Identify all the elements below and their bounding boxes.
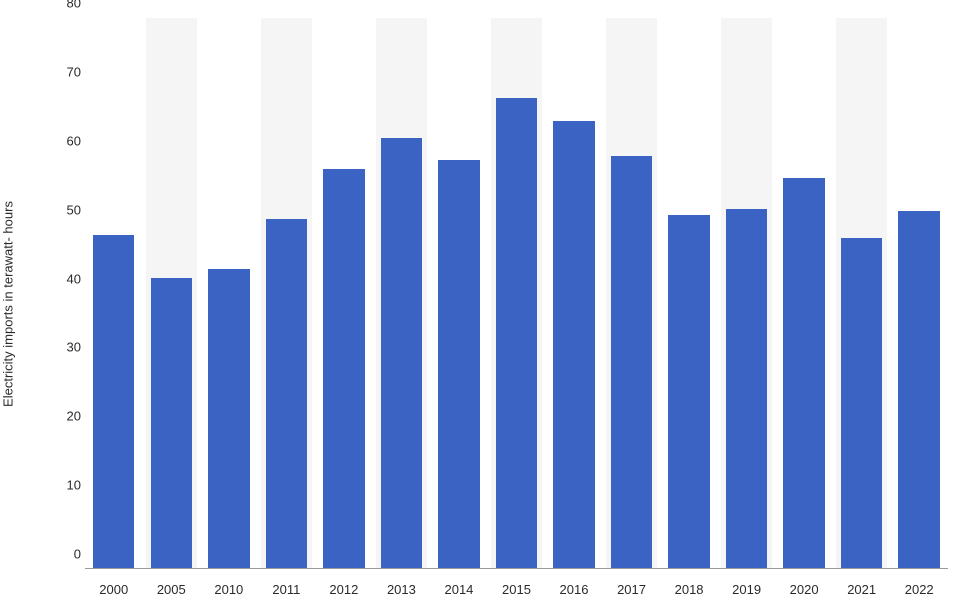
bar-slot xyxy=(258,18,316,568)
y-tick: 20 xyxy=(67,409,81,424)
y-tick: 50 xyxy=(67,202,81,217)
x-tick: 2019 xyxy=(718,582,776,597)
y-tick: 0 xyxy=(74,547,81,562)
bar-slot xyxy=(775,18,833,568)
chart-container: Electricity imports in terawatt- hours 0… xyxy=(0,0,960,607)
bar[interactable] xyxy=(611,156,652,568)
bar-slot xyxy=(660,18,718,568)
bars-group xyxy=(85,18,948,568)
bar-slot xyxy=(833,18,891,568)
bar[interactable] xyxy=(668,215,709,568)
bar[interactable] xyxy=(151,278,192,568)
bar[interactable] xyxy=(783,178,824,569)
x-tick: 2000 xyxy=(85,582,143,597)
y-tick: 80 xyxy=(67,0,81,11)
bar-slot xyxy=(315,18,373,568)
bar[interactable] xyxy=(553,121,594,568)
plot-area xyxy=(85,18,948,569)
bar[interactable] xyxy=(208,269,249,568)
bar-slot xyxy=(603,18,661,568)
x-tick: 2017 xyxy=(603,582,661,597)
y-tick: 70 xyxy=(67,64,81,79)
bar-slot xyxy=(143,18,201,568)
x-tick: 2013 xyxy=(373,582,431,597)
x-tick: 2016 xyxy=(545,582,603,597)
bar[interactable] xyxy=(93,235,134,568)
y-tick: 60 xyxy=(67,133,81,148)
bar-slot xyxy=(545,18,603,568)
x-tick: 2018 xyxy=(660,582,718,597)
bar[interactable] xyxy=(438,160,479,568)
y-axis-ticks: 01020304050607080 xyxy=(55,18,81,569)
x-tick: 2015 xyxy=(488,582,546,597)
bar-slot xyxy=(200,18,258,568)
bar-slot xyxy=(85,18,143,568)
x-tick: 2005 xyxy=(143,582,201,597)
bar-slot xyxy=(373,18,431,568)
x-tick: 2011 xyxy=(258,582,316,597)
x-tick: 2020 xyxy=(775,582,833,597)
bar[interactable] xyxy=(496,98,537,568)
x-tick: 2012 xyxy=(315,582,373,597)
x-tick: 2014 xyxy=(430,582,488,597)
bar[interactable] xyxy=(323,169,364,568)
y-axis-label: Electricity imports in terawatt- hours xyxy=(1,201,16,407)
y-tick: 40 xyxy=(67,271,81,286)
bar-slot xyxy=(430,18,488,568)
y-tick: 10 xyxy=(67,478,81,493)
x-tick: 2010 xyxy=(200,582,258,597)
y-tick: 30 xyxy=(67,340,81,355)
bar[interactable] xyxy=(726,209,767,568)
bar-slot xyxy=(718,18,776,568)
bar[interactable] xyxy=(841,238,882,568)
bar[interactable] xyxy=(266,219,307,568)
x-tick: 2022 xyxy=(890,582,948,597)
x-axis-ticks: 2000200520102011201220132014201520162017… xyxy=(85,582,948,597)
x-tick: 2021 xyxy=(833,582,891,597)
bar[interactable] xyxy=(898,211,939,569)
bar[interactable] xyxy=(381,138,422,568)
bar-slot xyxy=(890,18,948,568)
bar-slot xyxy=(488,18,546,568)
